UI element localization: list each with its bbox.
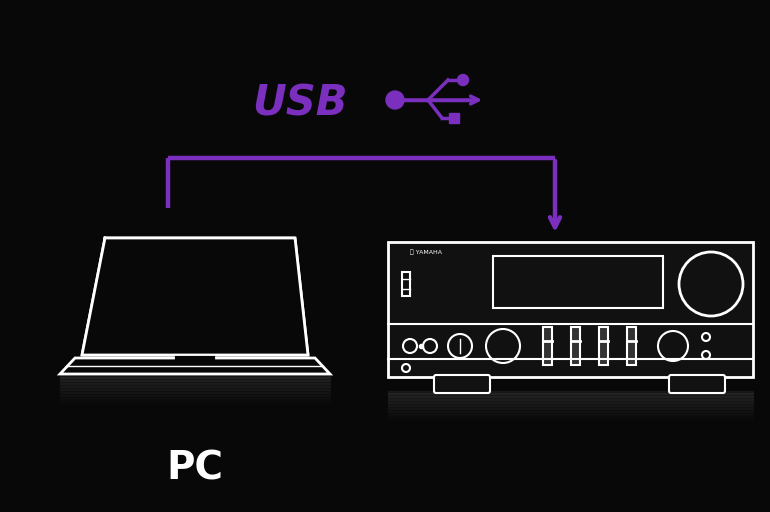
Circle shape <box>448 334 472 358</box>
Circle shape <box>402 364 410 372</box>
Polygon shape <box>60 358 330 374</box>
Bar <box>402 272 410 296</box>
Bar <box>571 327 580 365</box>
Circle shape <box>658 331 688 361</box>
Text: PC: PC <box>166 449 223 487</box>
Text: USB: USB <box>253 82 348 124</box>
Circle shape <box>457 75 468 86</box>
Circle shape <box>423 339 437 353</box>
Circle shape <box>386 91 404 109</box>
FancyBboxPatch shape <box>434 375 490 393</box>
Bar <box>388 242 753 377</box>
Bar <box>627 327 636 365</box>
Circle shape <box>486 329 520 363</box>
Circle shape <box>702 333 710 341</box>
Circle shape <box>403 339 417 353</box>
Circle shape <box>679 252 743 316</box>
Bar <box>449 113 459 123</box>
Bar <box>493 256 663 308</box>
Bar <box>683 270 693 280</box>
Bar <box>543 327 552 365</box>
Polygon shape <box>82 238 308 355</box>
Circle shape <box>702 351 710 359</box>
FancyBboxPatch shape <box>669 375 725 393</box>
Bar <box>599 327 608 365</box>
Text: Ⓨ YAMAHA: Ⓨ YAMAHA <box>410 249 442 255</box>
